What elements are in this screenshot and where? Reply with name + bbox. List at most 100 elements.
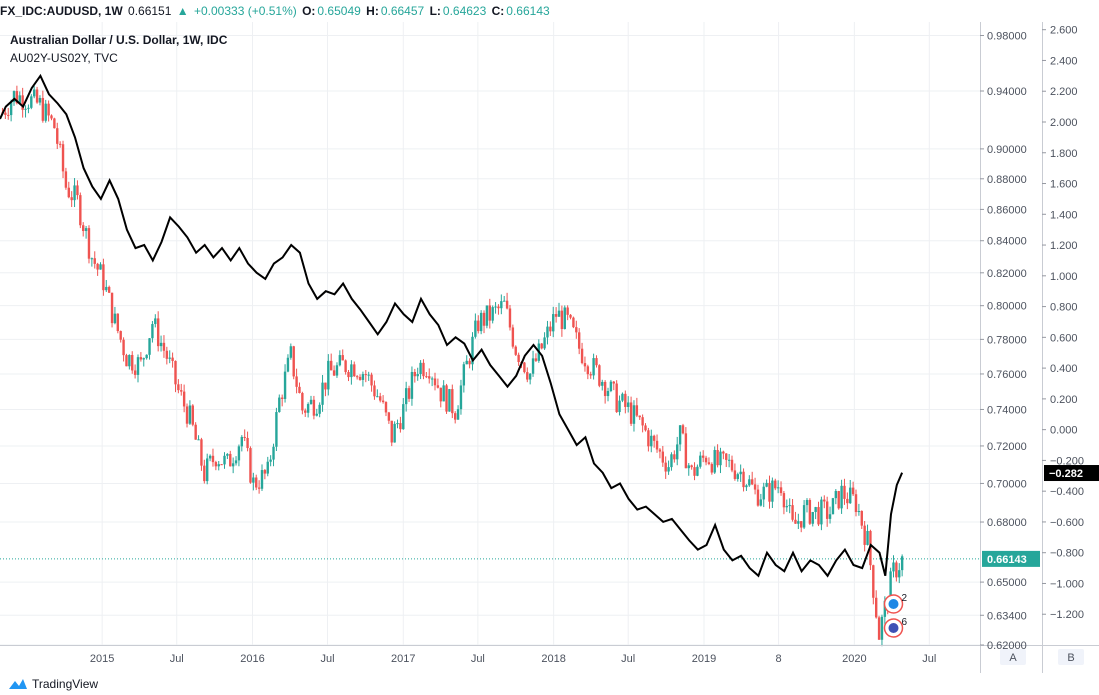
candle <box>528 373 532 385</box>
x-tick-5: Jul <box>471 653 485 665</box>
candle <box>280 394 284 407</box>
tradingview-cloud-icon <box>9 679 27 689</box>
candle <box>142 357 145 367</box>
candle <box>50 114 53 121</box>
candle <box>402 398 405 430</box>
candle <box>517 352 520 366</box>
x-tick-1: Jul <box>170 653 184 665</box>
x-tick-2: 2016 <box>240 653 264 665</box>
candle <box>125 353 128 367</box>
candle <box>379 392 382 403</box>
time-axis[interactable]: 2015 Jul 2016 Jul 2017 Jul 2018 Jul 2019 8 2020 Jul <box>90 653 936 665</box>
spread-tick-16: −0.600 <box>1050 517 1084 529</box>
candle <box>445 383 448 414</box>
spread-tick-4: 1.800 <box>1050 148 1078 160</box>
high-value: 0.66457 <box>380 4 425 18</box>
candle <box>32 85 36 99</box>
event-markers[interactable]: 26 <box>883 593 907 638</box>
spread-tick-13: 0.000 <box>1050 425 1078 437</box>
tradingview-logo[interactable]: TradingView <box>6 677 98 691</box>
candle <box>488 298 491 329</box>
candle <box>877 615 881 640</box>
candle <box>99 262 102 270</box>
candle <box>776 480 780 494</box>
candle <box>203 459 206 484</box>
candle <box>197 435 200 441</box>
candle <box>589 371 592 379</box>
candle <box>324 382 327 397</box>
candle <box>664 456 667 479</box>
candle <box>234 456 238 466</box>
candle <box>583 356 587 372</box>
spread-tick-19: −1.200 <box>1050 609 1084 621</box>
candle <box>474 313 477 339</box>
spread-price-axis[interactable]: 2.600 2.400 2.200 2.000 1.800 1.600 1.400 1.200… <box>1042 25 1099 622</box>
candle <box>246 431 249 452</box>
candle <box>292 345 295 380</box>
candle <box>7 107 10 120</box>
candle <box>759 493 763 507</box>
candle <box>849 479 852 504</box>
chart-grid <box>0 22 980 646</box>
candle <box>113 306 117 325</box>
candle <box>30 94 33 110</box>
event-marker-0: 2 <box>883 593 907 614</box>
candle <box>491 305 494 324</box>
spread-tick-7: 1.200 <box>1050 240 1078 252</box>
candle <box>425 372 428 379</box>
scale-button-a[interactable]: A <box>1000 649 1026 665</box>
candle <box>540 342 543 350</box>
open-value: 0.65049 <box>317 4 361 18</box>
candle <box>577 328 581 355</box>
candle <box>843 478 846 505</box>
candle <box>719 447 722 474</box>
candle <box>269 455 272 467</box>
low-value: 0.64623 <box>442 4 487 18</box>
scale-button-b[interactable]: B <box>1058 649 1084 665</box>
spread-tick-9: 0.800 <box>1050 302 1078 314</box>
footer: TradingView <box>0 673 1099 695</box>
x-tick-6: 2018 <box>541 653 565 665</box>
audusd-price-axis[interactable]: 0.98000 0.94000 0.90000 0.88000 0.86000 0.840… <box>980 31 1040 652</box>
candle <box>627 396 630 413</box>
candle <box>736 472 739 482</box>
candle <box>543 332 546 350</box>
candle <box>361 371 365 387</box>
candle <box>586 364 590 380</box>
candle <box>603 380 607 404</box>
audusd-tick-7: 0.80000 <box>987 301 1027 313</box>
candle <box>358 374 362 381</box>
candle <box>21 87 24 118</box>
candle <box>863 520 866 552</box>
candle <box>557 302 561 317</box>
candle <box>257 480 261 494</box>
candle <box>390 420 393 447</box>
candle <box>122 337 125 362</box>
candle <box>321 374 324 412</box>
price-chart[interactable]: 26 0.980000.940000.900000.880000.860000.… <box>0 0 1099 673</box>
spread-tick-5: 1.600 <box>1050 179 1078 191</box>
candle <box>286 354 290 373</box>
candle <box>742 468 745 492</box>
candle <box>90 257 94 267</box>
candle <box>857 503 861 516</box>
candle <box>243 429 246 442</box>
candle <box>800 521 803 533</box>
candle <box>523 361 526 374</box>
candle <box>753 477 757 495</box>
candle <box>823 495 826 509</box>
candle <box>765 479 768 488</box>
audusd-tick-15: 0.65000 <box>987 577 1027 589</box>
candle <box>748 475 751 487</box>
last-price-label: 0.66143 <box>987 554 1027 566</box>
candle <box>771 477 774 508</box>
x-tick-3: Jul <box>320 653 334 665</box>
candle <box>820 496 823 531</box>
candle <box>479 310 483 335</box>
candle <box>560 305 564 337</box>
candle <box>762 482 765 508</box>
candle <box>47 100 50 122</box>
candle <box>797 513 800 530</box>
candle <box>641 414 644 433</box>
candle <box>546 320 549 345</box>
